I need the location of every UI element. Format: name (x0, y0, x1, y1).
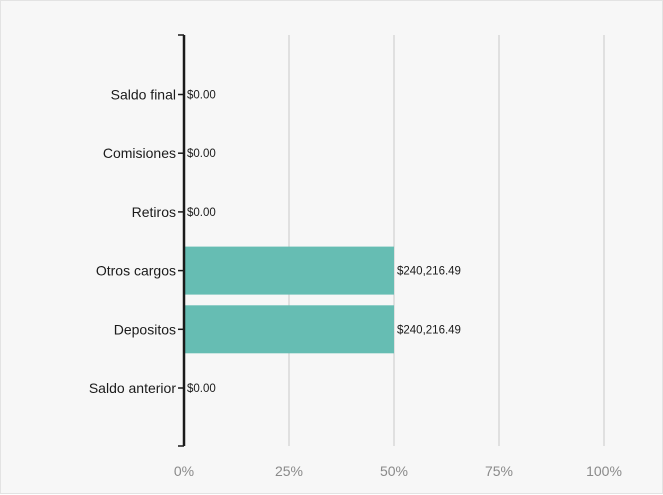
category-label: Comisiones (103, 145, 176, 161)
category-label: Retiros (132, 204, 176, 220)
labels: 0% 25% 50% 75% 100% Saldo anterior $0.00 Deposi… (89, 87, 622, 480)
x-tick-label: 100% (586, 463, 622, 479)
category-label: Saldo anterior (89, 380, 177, 396)
value-label: $240,216.49 (397, 266, 461, 278)
value-label: $0.00 (187, 148, 216, 160)
value-label: $0.00 (187, 383, 216, 395)
category-label: Saldo final (111, 87, 176, 103)
x-tick-label: 0% (174, 463, 194, 479)
x-tick-label: 50% (380, 463, 408, 479)
value-label: $0.00 (187, 207, 216, 219)
x-tick-label: 25% (275, 463, 303, 479)
category-label: Otros cargos (96, 263, 176, 279)
x-tick-label: 75% (485, 463, 513, 479)
bars (184, 246, 394, 354)
value-label: $0.00 (187, 90, 216, 102)
gridlines (288, 35, 605, 446)
value-label: $240,216.49 (397, 324, 461, 336)
bar (184, 246, 394, 295)
axes (178, 34, 186, 447)
bar (184, 305, 394, 354)
category-label: Depositos (114, 321, 176, 337)
